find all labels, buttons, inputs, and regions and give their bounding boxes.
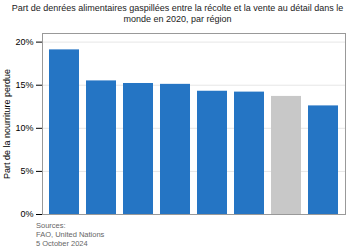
html-text:Sources: FAO, United Nations 5: Sources: FAO, United Nations 5 October 2… <box>36 220 105 248</box>
html-text:Part de denrées alimentaires g: Part de denrées alimentaires gaspillées … <box>11 3 344 24</box>
svg-text:5%: 5% <box>20 166 33 176</box>
svg-text:0%: 0% <box>20 209 33 219</box>
svg-text:15%: 15% <box>15 80 33 90</box>
svg-text:Part de la nourriture perdue: Part de la nourriture perdue <box>2 69 12 179</box>
svg-text:20%: 20% <box>15 37 33 47</box>
svg-text:10%: 10% <box>15 123 33 133</box>
